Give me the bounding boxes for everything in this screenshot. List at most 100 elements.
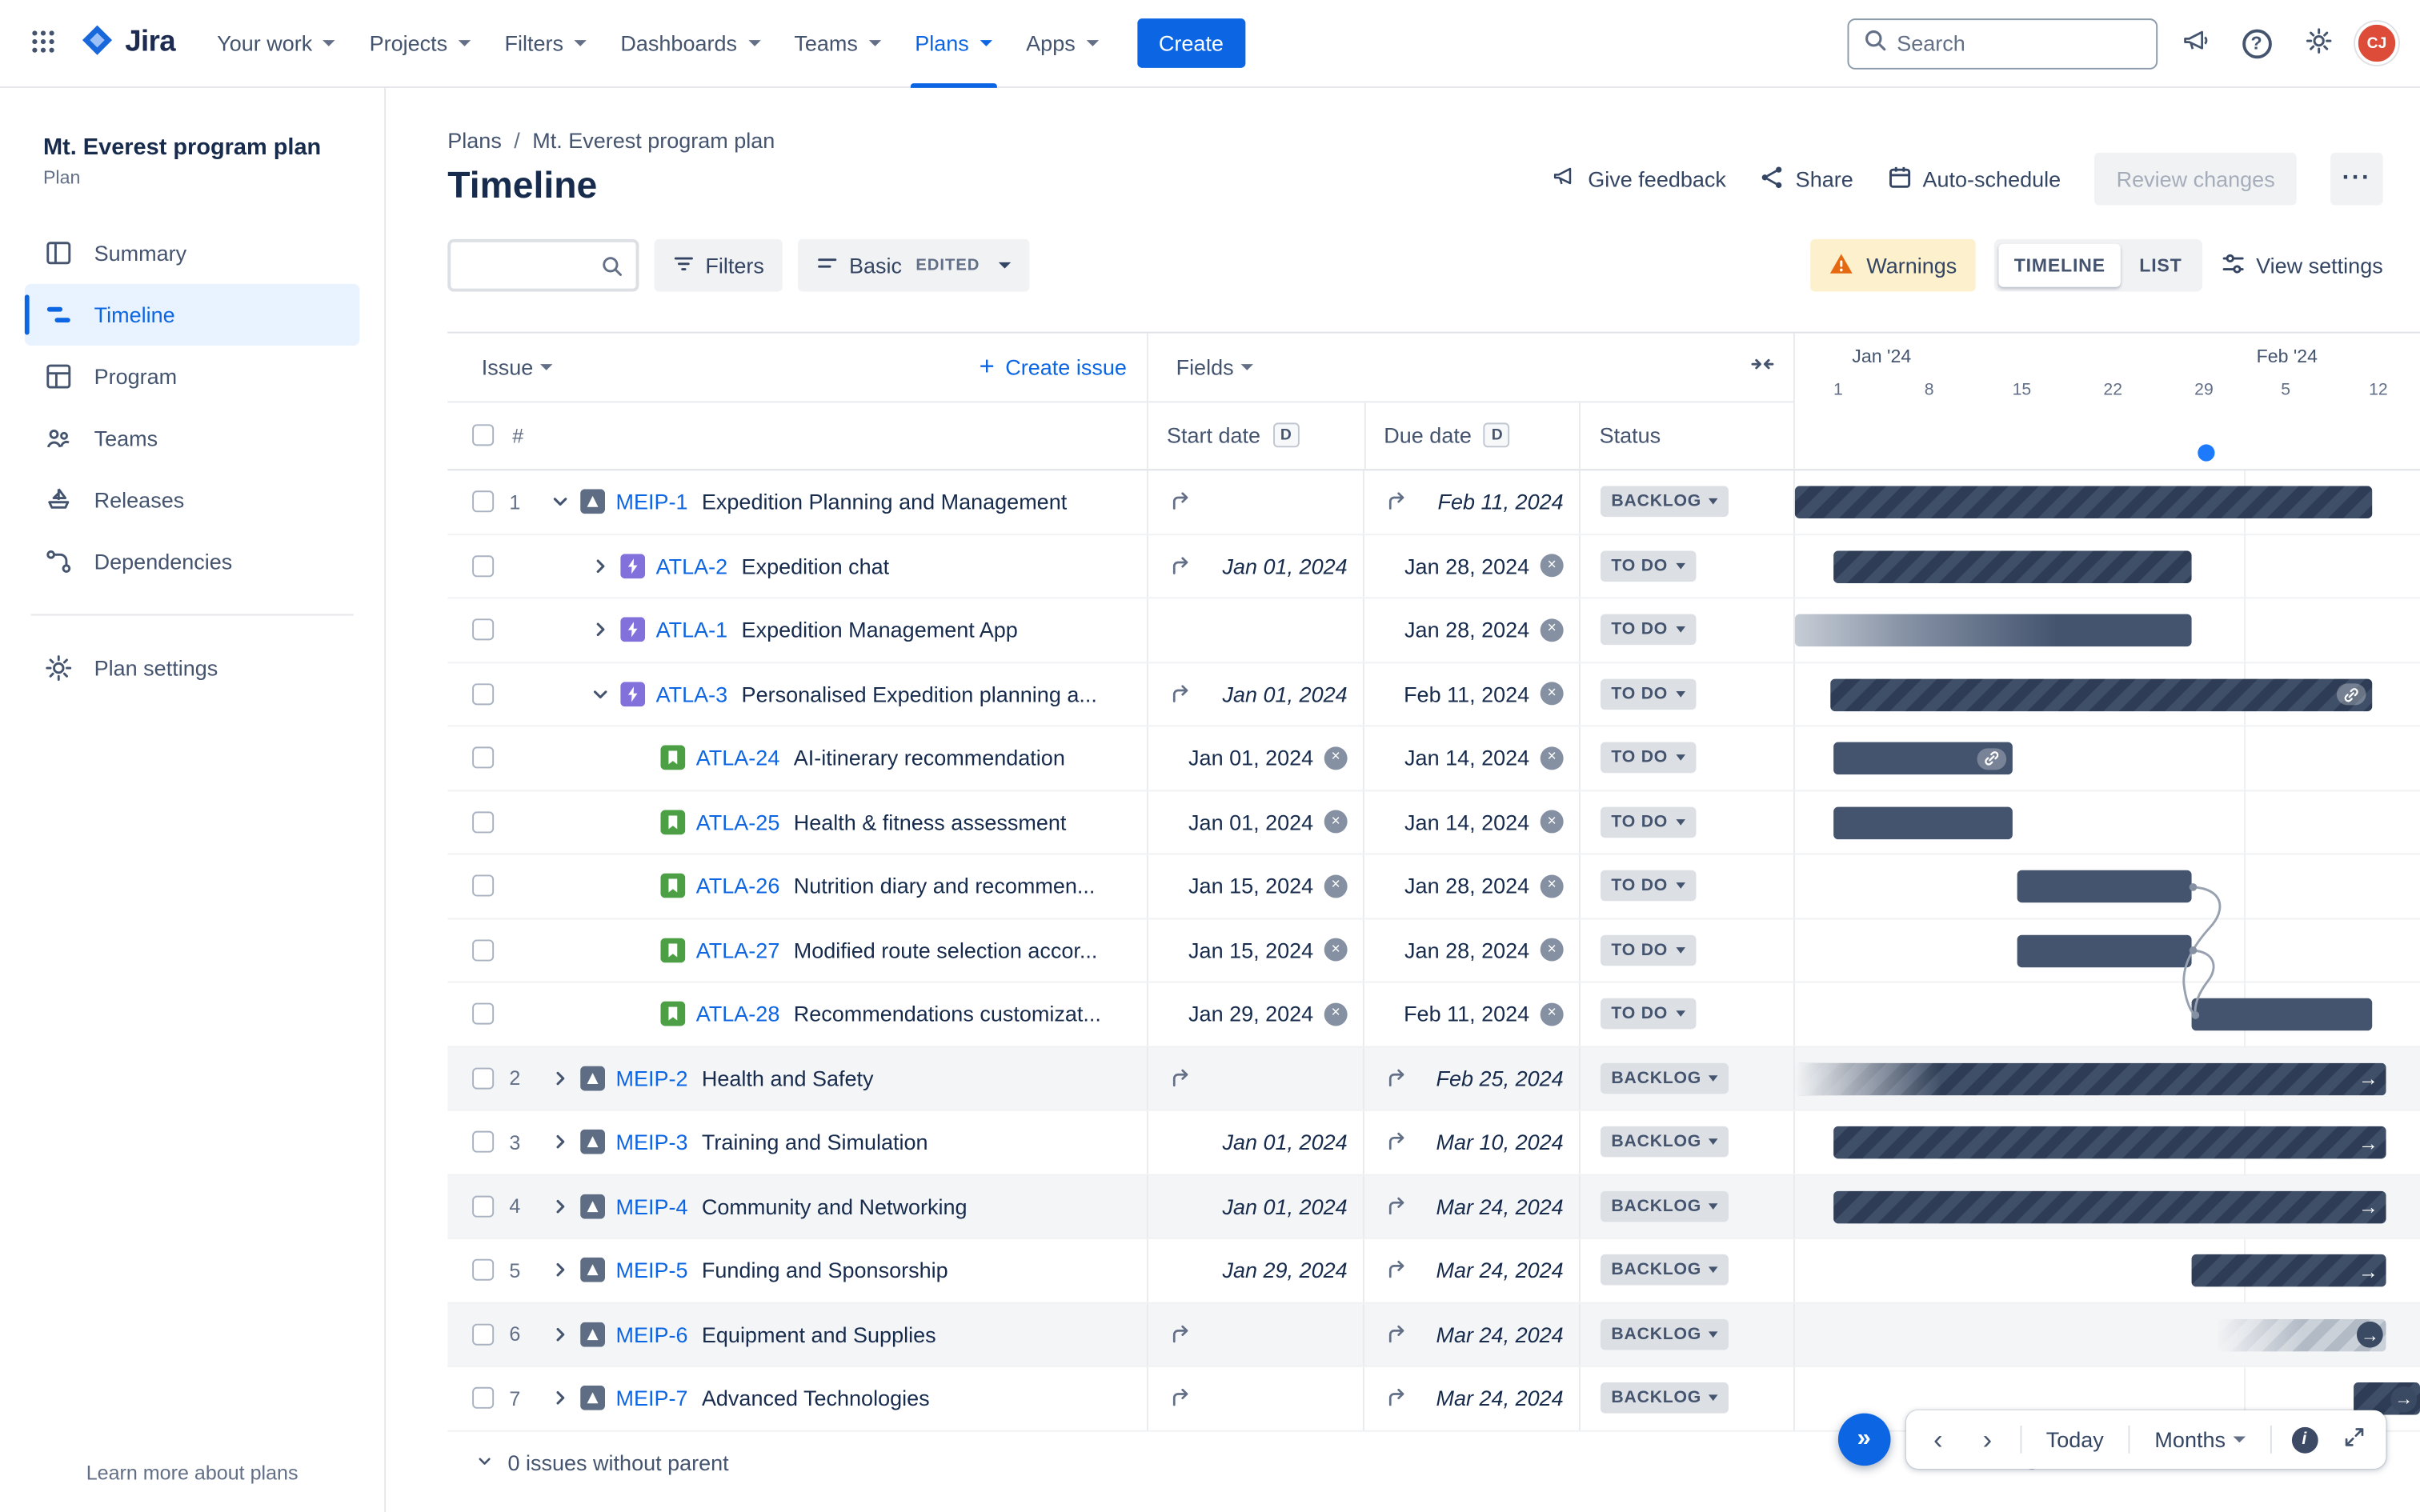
issue-key-link[interactable]: MEIP-5 [615, 1258, 688, 1283]
timeline-cell[interactable] [1795, 918, 2420, 981]
select-all-checkbox[interactable] [472, 424, 495, 446]
status-dropdown[interactable]: BACKLOG [1600, 1382, 1729, 1414]
gantt-bar[interactable]: → [2218, 1318, 2386, 1351]
row-checkbox[interactable] [472, 874, 495, 897]
nav-item-your-work[interactable]: Your work [200, 0, 352, 87]
due-date-cell[interactable]: Mar 24, 2024 [1364, 1302, 1581, 1366]
gantt-bar[interactable] [1833, 550, 2192, 583]
row-checkbox[interactable] [472, 1259, 495, 1282]
plan-search[interactable] [447, 238, 639, 292]
timeline-cell[interactable] [1794, 470, 2420, 533]
issue-key-link[interactable]: MEIP-4 [615, 1194, 688, 1219]
gantt-bar[interactable] [2017, 870, 2192, 903]
timeline-cell[interactable] [1795, 982, 2420, 1045]
status-dropdown[interactable]: TO DO [1600, 806, 1696, 838]
row-checkbox[interactable] [472, 682, 495, 705]
issue-key-link[interactable]: MEIP-2 [615, 1066, 688, 1091]
more-actions-button[interactable]: ··· [2330, 152, 2383, 206]
due-date-cell[interactable]: Jan 14, 2024 × [1364, 790, 1581, 854]
gantt-bar[interactable] [1833, 806, 2013, 839]
status-dropdown[interactable]: TO DO [1600, 870, 1696, 902]
row-checkbox[interactable] [472, 1323, 495, 1346]
issue-key-link[interactable]: ATLA-27 [695, 938, 780, 962]
start-date-cell[interactable]: Jan 01, 2024 [1148, 1110, 1364, 1174]
gantt-bar[interactable] [1794, 614, 2192, 647]
column-header-due-date[interactable]: Due date D [1364, 402, 1579, 470]
due-date-cell[interactable]: Jan 28, 2024 × [1364, 534, 1581, 598]
clear-date-button[interactable]: × [1540, 746, 1564, 770]
due-date-cell[interactable]: Mar 24, 2024 [1364, 1174, 1581, 1238]
gantt-bar[interactable]: → [1833, 1126, 2386, 1159]
status-dropdown[interactable]: BACKLOG [1600, 1190, 1729, 1222]
create-issue-button[interactable]: + Create issue [979, 352, 1127, 382]
due-date-cell[interactable]: Mar 24, 2024 [1364, 1238, 1581, 1302]
issue-key-link[interactable]: MEIP-3 [615, 1130, 688, 1155]
breadcrumb-plan-name[interactable]: Mt. Everest program plan [532, 128, 775, 153]
start-date-cell[interactable]: Jan 29, 2024 × [1148, 982, 1364, 1046]
gantt-bar[interactable] [1794, 486, 2373, 518]
chevron-right-icon[interactable] [547, 1128, 575, 1156]
issue-key-link[interactable]: MEIP-1 [615, 489, 688, 514]
clear-date-button[interactable]: × [1540, 874, 1564, 898]
nav-item-filters[interactable]: Filters [487, 0, 603, 87]
row-checkbox[interactable] [472, 1003, 495, 1026]
app-switcher-button[interactable] [18, 18, 68, 68]
issue-key-link[interactable]: ATLA-25 [695, 810, 780, 834]
start-date-cell[interactable]: Jan 01, 2024 × [1148, 790, 1364, 854]
learn-more-link[interactable]: Learn more about plans [86, 1461, 298, 1485]
timeline-cell[interactable] [1795, 790, 2420, 853]
due-date-cell[interactable]: Mar 24, 2024 [1364, 1366, 1581, 1430]
dependency-link-icon[interactable] [2336, 683, 2366, 706]
status-dropdown[interactable]: TO DO [1600, 742, 1696, 774]
column-header-start-date[interactable]: Start date D [1148, 402, 1364, 469]
timeline-cell[interactable]: → [1795, 1175, 2420, 1238]
status-dropdown[interactable]: BACKLOG [1600, 1126, 1729, 1158]
gantt-bar[interactable] [2191, 998, 2373, 1031]
gantt-bar[interactable]: → [1833, 1190, 2386, 1223]
chevron-down-icon[interactable] [547, 488, 575, 516]
sidebar-item-summary[interactable]: Summary [25, 222, 359, 284]
row-checkbox[interactable] [472, 554, 495, 577]
fullscreen-button[interactable] [2330, 1416, 2377, 1462]
timeline-cell[interactable]: → [1795, 1239, 2420, 1302]
gantt-bar[interactable]: → [2191, 1254, 2386, 1287]
nav-item-projects[interactable]: Projects [352, 0, 487, 87]
clear-date-button[interactable]: × [1540, 938, 1564, 962]
row-checkbox[interactable] [472, 1195, 495, 1218]
view-mode-button[interactable]: Basic EDITED [798, 238, 1030, 292]
chevron-right-icon[interactable] [547, 1192, 575, 1220]
timeline-cell[interactable]: → [1794, 1047, 2420, 1110]
clear-date-button[interactable]: × [1540, 682, 1564, 706]
issue-row-MEIP-1[interactable]: 1 MEIP-1 Expedition Planning and Managemen… [447, 470, 2420, 535]
due-date-cell[interactable]: Feb 11, 2024 × [1364, 982, 1581, 1046]
issue-key-link[interactable]: ATLA-26 [695, 874, 780, 898]
status-dropdown[interactable]: TO DO [1600, 614, 1696, 646]
range-select[interactable]: Months [2139, 1416, 2261, 1462]
row-checkbox[interactable] [472, 746, 495, 769]
due-date-cell[interactable]: Feb 11, 2024 × [1364, 662, 1581, 726]
chevron-right-icon[interactable] [587, 616, 615, 644]
dependency-link-icon[interactable] [1977, 747, 2007, 770]
row-checkbox[interactable] [472, 618, 495, 641]
status-dropdown[interactable]: BACKLOG [1600, 1062, 1729, 1094]
start-date-cell[interactable] [1148, 1046, 1364, 1110]
jira-logo[interactable]: Jira [80, 22, 176, 64]
chevron-right-icon[interactable] [587, 552, 615, 580]
start-date-cell[interactable]: Jan 15, 2024 × [1148, 854, 1364, 918]
status-dropdown[interactable]: TO DO [1600, 678, 1696, 710]
clear-date-button[interactable]: × [1324, 938, 1348, 962]
create-button[interactable]: Create [1136, 18, 1245, 68]
chevron-down-icon[interactable] [475, 1450, 494, 1474]
start-date-cell[interactable] [1148, 1366, 1364, 1430]
start-date-cell[interactable] [1148, 1302, 1364, 1366]
due-date-cell[interactable]: Feb 25, 2024 [1364, 1046, 1581, 1110]
issue-key-link[interactable]: MEIP-7 [615, 1386, 688, 1411]
start-date-cell[interactable]: Jan 01, 2024 [1148, 534, 1364, 598]
issue-row-MEIP-2[interactable]: 2 MEIP-2 Health and Safety Feb 25, 2024 BACK… [447, 1046, 2420, 1111]
breadcrumb-plans[interactable]: Plans [447, 128, 502, 153]
sidebar-item-releases[interactable]: Releases [25, 469, 359, 530]
collapse-fields-button[interactable] [1750, 352, 1775, 382]
status-dropdown[interactable]: BACKLOG [1600, 1254, 1729, 1286]
settings-button[interactable] [2294, 18, 2343, 68]
sidebar-item-teams[interactable]: Teams [25, 407, 359, 469]
